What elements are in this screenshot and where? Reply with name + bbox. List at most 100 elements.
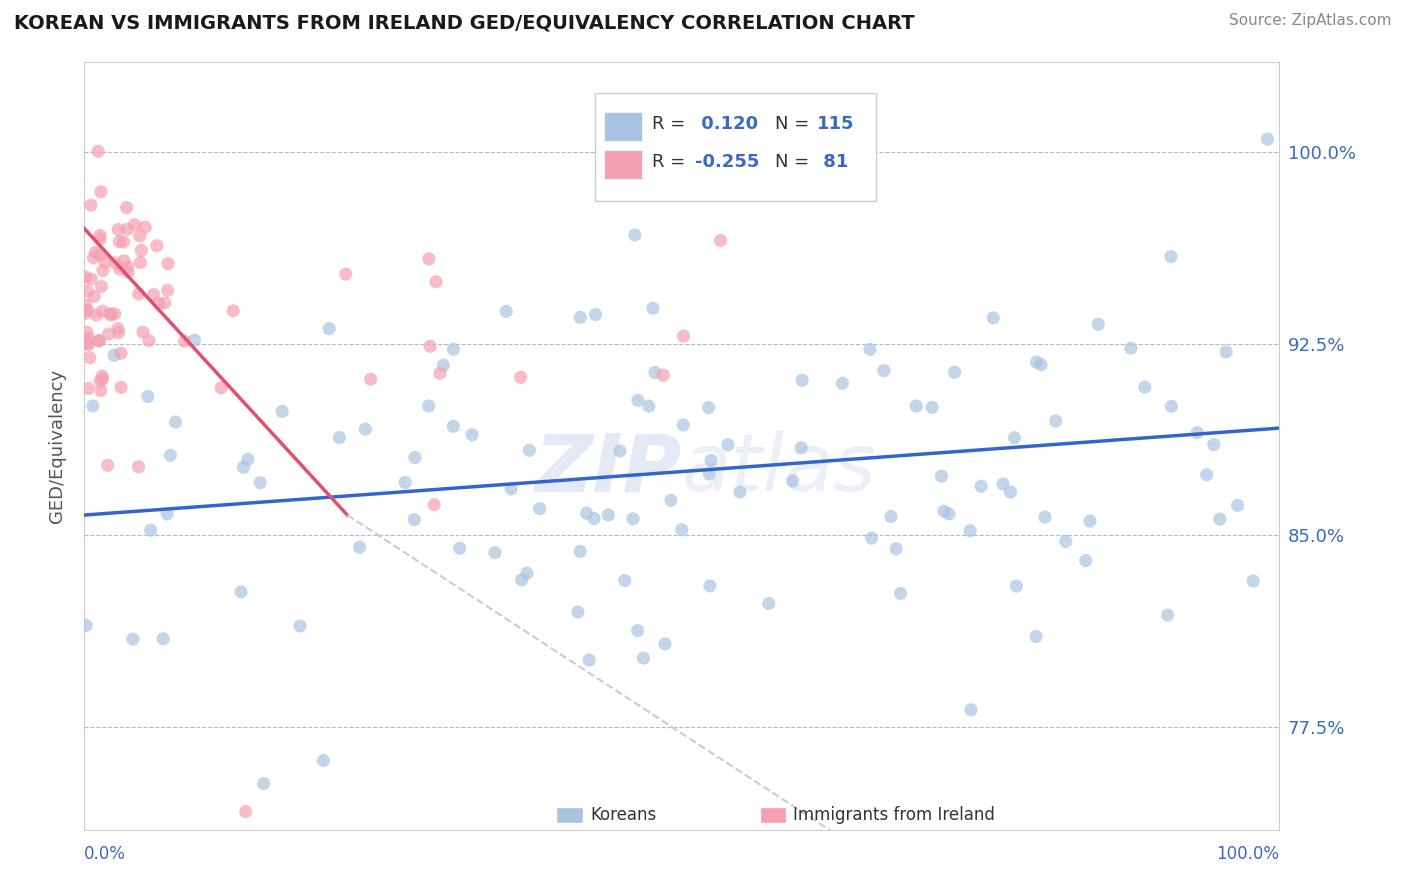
- FancyBboxPatch shape: [605, 112, 643, 141]
- Point: [80, 272, 103, 286]
- Point: [1187, 425, 1209, 440]
- Point: [79, 351, 101, 365]
- Point: [637, 399, 659, 413]
- Point: [644, 366, 666, 380]
- Point: [112, 235, 135, 249]
- Point: [981, 310, 1004, 325]
- Point: [991, 477, 1014, 491]
- Point: [790, 373, 813, 387]
- Point: [312, 754, 335, 768]
- Point: [418, 399, 440, 413]
- Point: [146, 238, 169, 252]
- Point: [84, 308, 107, 322]
- Text: N =: N =: [775, 115, 810, 133]
- Point: [831, 376, 853, 391]
- Point: [159, 448, 181, 462]
- Point: [75, 270, 97, 285]
- Point: [335, 267, 357, 281]
- Point: [82, 399, 104, 413]
- Point: [87, 334, 110, 348]
- Point: [89, 232, 111, 246]
- Point: [77, 331, 100, 345]
- Point: [700, 453, 723, 467]
- FancyBboxPatch shape: [595, 93, 876, 201]
- Point: [932, 504, 955, 518]
- Point: [82, 251, 104, 265]
- Point: [253, 776, 276, 790]
- Point: [672, 417, 695, 432]
- Point: [77, 381, 100, 395]
- Point: [235, 805, 257, 819]
- Point: [641, 301, 664, 316]
- Point: [1002, 431, 1025, 445]
- Point: [790, 441, 813, 455]
- Text: -0.255: -0.255: [695, 153, 759, 171]
- Point: [614, 186, 637, 201]
- Point: [229, 585, 252, 599]
- Point: [1226, 499, 1249, 513]
- FancyBboxPatch shape: [605, 150, 643, 179]
- FancyBboxPatch shape: [759, 806, 786, 823]
- Point: [104, 256, 127, 270]
- Point: [659, 493, 682, 508]
- Point: [938, 507, 960, 521]
- Point: [582, 511, 605, 525]
- Point: [569, 310, 592, 325]
- Point: [222, 303, 245, 318]
- Point: [128, 228, 150, 243]
- Text: R =: R =: [652, 115, 685, 133]
- Point: [91, 304, 114, 318]
- Point: [97, 458, 120, 473]
- Point: [124, 218, 146, 232]
- Point: [425, 275, 447, 289]
- Text: 81: 81: [817, 153, 848, 171]
- Point: [91, 369, 114, 384]
- Point: [153, 296, 176, 310]
- Point: [627, 393, 650, 408]
- Point: [624, 227, 647, 242]
- Point: [148, 296, 170, 310]
- Point: [117, 265, 139, 279]
- Point: [76, 284, 98, 298]
- Point: [156, 507, 179, 521]
- Point: [1000, 485, 1022, 500]
- Point: [107, 222, 129, 236]
- Point: [1087, 318, 1109, 332]
- Point: [516, 566, 538, 581]
- Point: [782, 474, 804, 488]
- Point: [76, 335, 98, 350]
- Point: [89, 228, 111, 243]
- Point: [115, 222, 138, 236]
- Point: [699, 579, 721, 593]
- Point: [75, 298, 97, 312]
- Point: [249, 475, 271, 490]
- Point: [884, 541, 907, 556]
- Point: [495, 304, 517, 318]
- Point: [931, 469, 953, 483]
- Point: [131, 244, 153, 258]
- Point: [585, 308, 607, 322]
- Point: [117, 260, 139, 274]
- Point: [1074, 553, 1097, 567]
- Point: [142, 287, 165, 301]
- Point: [354, 422, 377, 436]
- Y-axis label: GED/Equivalency: GED/Equivalency: [48, 369, 66, 523]
- Point: [76, 303, 98, 318]
- Point: [271, 404, 294, 418]
- Point: [104, 307, 127, 321]
- Text: 115: 115: [817, 115, 855, 133]
- Text: Immigrants from Ireland: Immigrants from Ireland: [793, 806, 995, 824]
- Point: [578, 653, 600, 667]
- Text: Source: ZipAtlas.com: Source: ZipAtlas.com: [1229, 13, 1392, 29]
- Text: 0.120: 0.120: [695, 115, 758, 133]
- Point: [449, 541, 471, 556]
- Point: [567, 605, 589, 619]
- Point: [880, 509, 903, 524]
- Point: [429, 367, 451, 381]
- Point: [859, 343, 882, 357]
- Point: [90, 279, 112, 293]
- Text: 0.0%: 0.0%: [84, 845, 127, 863]
- Point: [94, 255, 117, 269]
- Point: [697, 467, 720, 481]
- Point: [108, 235, 131, 249]
